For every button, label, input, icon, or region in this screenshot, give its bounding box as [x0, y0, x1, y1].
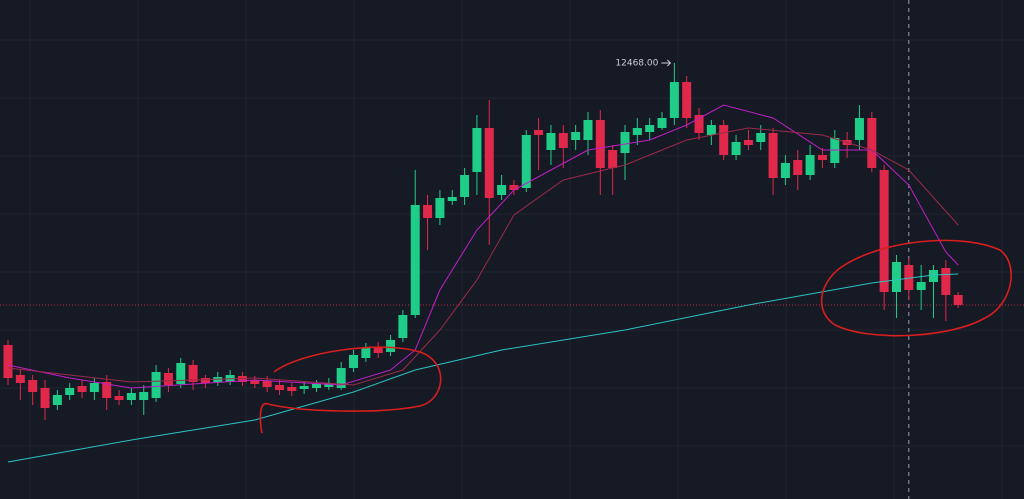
candle-body [102, 382, 112, 398]
candle-body [706, 125, 716, 135]
candle-body [447, 197, 457, 201]
candle-body [583, 120, 593, 140]
candle-body [645, 125, 655, 132]
candle-body [731, 142, 741, 155]
candle-body [188, 365, 198, 382]
candle-body [274, 385, 284, 390]
candle-body [176, 363, 186, 384]
candle-body [756, 133, 766, 142]
candle-body [682, 82, 692, 118]
candle-body [879, 170, 889, 292]
candle-body [435, 198, 445, 218]
hand-drawn-circle [259, 346, 442, 434]
candle-body [941, 268, 951, 295]
candle-body [521, 135, 531, 188]
candle-body [398, 315, 408, 338]
candle-body [65, 388, 75, 395]
annotations [259, 239, 1012, 434]
candle-body [817, 155, 827, 160]
candle-body [237, 376, 247, 382]
candle-body [139, 392, 149, 400]
high-label: 12468.00 [615, 59, 658, 69]
candle-body [632, 128, 642, 135]
candle-body [509, 185, 519, 190]
candle-body [719, 125, 729, 155]
candle-body [793, 160, 803, 175]
candle-body [373, 348, 383, 353]
candle-body [854, 118, 864, 140]
candle-body [546, 133, 556, 150]
candle-body [163, 373, 173, 385]
candle-body [3, 345, 13, 378]
candle-body [250, 380, 260, 384]
candle-body [595, 120, 605, 168]
candle-body [312, 384, 321, 388]
candle-body [620, 132, 630, 153]
candle-body [287, 387, 297, 391]
candle-body [15, 375, 25, 383]
candle-body [743, 140, 753, 145]
candle-body [410, 205, 420, 315]
candle-body [52, 395, 62, 405]
candle-body [361, 348, 371, 358]
candle-body [324, 383, 334, 387]
candle-body [904, 265, 914, 290]
candle-body [694, 115, 704, 133]
moving-average [7, 104, 959, 389]
candle-body [669, 82, 679, 118]
candle-body [89, 383, 99, 392]
candle-body [423, 205, 433, 218]
candle-body [608, 150, 618, 168]
candle-body [151, 372, 161, 398]
candle-body [558, 133, 568, 148]
candle-body [780, 163, 790, 178]
candle-body [262, 381, 272, 387]
candle-body [953, 295, 963, 305]
candle-body [386, 340, 396, 352]
candle-body [534, 130, 544, 135]
candle-body [40, 388, 50, 408]
candle-body [77, 386, 87, 392]
candle-body [472, 128, 482, 172]
candle-body [484, 128, 494, 198]
candle-body [349, 355, 359, 368]
candle-body [916, 282, 926, 290]
candle-body [299, 386, 309, 389]
candle-body [200, 378, 210, 383]
candle-body [657, 118, 667, 128]
hand-drawn-circle [820, 239, 1012, 337]
candle-body [891, 262, 901, 292]
candle-body [805, 155, 815, 175]
candle-body [768, 133, 778, 178]
candle-body [929, 270, 938, 282]
candle-body [28, 380, 38, 392]
candle-body [497, 185, 507, 195]
high-arrow [661, 59, 672, 67]
moving-average [7, 127, 959, 386]
candle-body [571, 132, 581, 140]
candle-body [114, 396, 124, 400]
candle-body [126, 393, 136, 400]
moving-average [7, 273, 959, 463]
candle-body [867, 118, 877, 168]
candle-body [336, 368, 346, 388]
candle-body [460, 175, 470, 197]
